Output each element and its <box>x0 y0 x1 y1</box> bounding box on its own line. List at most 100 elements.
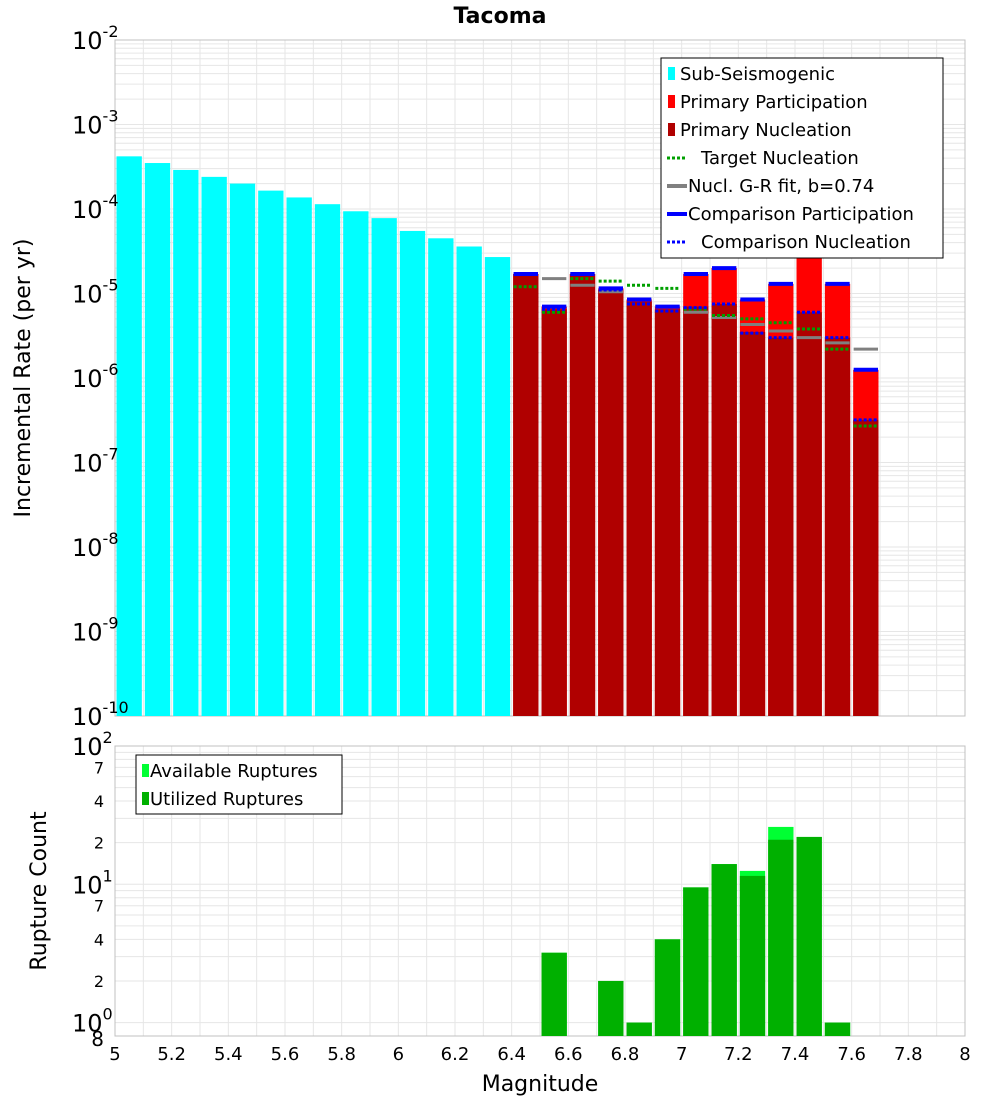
sub-seismogenic-bar <box>229 183 256 716</box>
utilized-ruptures-bar <box>683 887 709 1036</box>
top-y-tick-label: 10-6 <box>72 360 119 393</box>
primary-nucleation-bar <box>513 274 539 716</box>
top-bars <box>116 156 879 717</box>
x-tick-label: 7.4 <box>781 1044 810 1065</box>
primary-nucleation-bar <box>711 304 737 716</box>
legend-label: Target Nucleation <box>700 148 859 169</box>
legend-swatch <box>668 95 675 108</box>
primary-nucleation-bar <box>739 332 766 716</box>
x-tick-label: 6.8 <box>611 1044 640 1065</box>
sub-seismogenic-bar <box>314 204 341 717</box>
x-tick-label: 6 <box>393 1044 404 1065</box>
primary-nucleation-bar <box>853 419 879 716</box>
sub-seismogenic-bar <box>116 156 142 716</box>
x-tick-label: 5.6 <box>271 1044 300 1065</box>
bottom-y-tick-label: 2 <box>94 972 104 991</box>
utilized-ruptures-bar <box>541 952 567 1036</box>
legend-swatch <box>142 792 149 805</box>
primary-nucleation-bar <box>824 337 851 716</box>
bottom-y-tick-label: 2 <box>94 834 104 853</box>
legend-label: Available Ruptures <box>150 761 318 782</box>
sub-seismogenic-bar <box>456 246 482 716</box>
x-axis-label: Magnitude <box>482 1072 599 1097</box>
top-y-tick-label: 10-7 <box>72 445 119 478</box>
legend-label: Comparison Nucleation <box>701 232 911 253</box>
top-y-tick-label: 10-5 <box>72 276 119 309</box>
utilized-ruptures-bar <box>598 980 624 1036</box>
x-tick-label: 7 <box>676 1044 687 1065</box>
top-gridlines <box>114 40 966 717</box>
top-line-marks <box>513 251 878 428</box>
x-tick-label: 7.8 <box>894 1044 923 1065</box>
top-y-axis-label: Incremental Rate (per yr) <box>11 239 36 518</box>
legend-swatch <box>668 123 675 136</box>
sub-seismogenic-bar <box>399 230 426 717</box>
x-tick-label: 6.4 <box>497 1044 526 1065</box>
top-y-tick-label: 10-9 <box>72 614 119 647</box>
legend-label: Sub-Seismogenic <box>680 64 835 85</box>
x-tick-label: 6.6 <box>554 1044 583 1065</box>
x-tick-label: 5.8 <box>327 1044 356 1065</box>
legend-label: Nucl. G-R fit, b=0.74 <box>688 176 874 197</box>
primary-nucleation-bar <box>598 290 624 716</box>
top-y-tick-labels: 10-10 10-9 10-8 10-7 10-6 10-5 10-4 10-3 10-2 <box>72 22 129 731</box>
top-legend-box <box>660 57 944 259</box>
top-y-tick-label: 10-4 <box>72 191 119 224</box>
bottom-y-tick-label: 100 <box>72 1005 113 1038</box>
bottom-y-tick-label: 4 <box>94 792 104 811</box>
sub-seismogenic-bar <box>484 257 511 716</box>
top-legend: Sub-Seismogenic Primary Participation Prim… <box>660 57 944 259</box>
bottom-bars <box>541 826 851 1036</box>
primary-nucleation-bar <box>626 301 652 716</box>
top-y-tick-label: 10-8 <box>72 529 119 562</box>
sub-seismogenic-bar <box>258 190 284 716</box>
primary-nucleation-bar <box>541 309 567 716</box>
top-plot-frame <box>114 39 966 717</box>
sub-seismogenic-bar <box>343 211 369 716</box>
legend-label: Utilized Ruptures <box>150 789 303 810</box>
bottom-plot-frame <box>114 745 966 1037</box>
primary-nucleation-bar <box>683 306 709 716</box>
bottom-y-tick-label: 7 <box>94 758 104 777</box>
legend-swatch <box>668 67 675 80</box>
bottom-y-tick-label: 7 <box>94 897 104 916</box>
bottom-y-tick-label: 102 <box>72 728 113 761</box>
utilized-ruptures-bar <box>768 839 794 1036</box>
bottom-y-tick-label: 4 <box>94 930 104 949</box>
top-y-tick-label: 10-2 <box>72 22 119 55</box>
bottom-y-axis-label: Rupture Count <box>27 811 52 971</box>
sub-seismogenic-bar <box>144 163 171 716</box>
sub-seismogenic-bar <box>371 218 397 716</box>
utilized-ruptures-bar <box>796 836 822 1036</box>
x-tick-label: 7.6 <box>837 1044 866 1065</box>
utilized-ruptures-bar <box>626 1022 652 1036</box>
bottom-y-tick-label: 8 <box>91 1027 104 1051</box>
x-tick-label: 7.2 <box>724 1044 753 1065</box>
primary-nucleation-bar <box>768 337 794 716</box>
utilized-ruptures-bar <box>654 939 681 1036</box>
primary-nucleation-bar <box>654 309 681 716</box>
sub-seismogenic-bar <box>201 176 227 717</box>
chart-title: Tacoma <box>454 4 547 29</box>
x-tick-label: 5 <box>109 1044 120 1065</box>
sub-seismogenic-bar <box>173 169 199 716</box>
x-tick-label: 8 <box>959 1044 970 1065</box>
sub-seismogenic-bar <box>286 197 312 716</box>
top-y-tick-label: 10-3 <box>72 107 119 140</box>
primary-nucleation-bar <box>796 312 822 716</box>
utilized-ruptures-bar <box>739 875 766 1036</box>
bottom-legend-box <box>135 754 343 815</box>
bottom-legend: Available Ruptures Utilized Ruptures <box>135 754 343 815</box>
sub-seismogenic-bar <box>428 238 454 717</box>
x-tick-label: 6.2 <box>441 1044 470 1065</box>
utilized-ruptures-bar <box>711 864 737 1036</box>
legend-label: Primary Participation <box>680 92 868 113</box>
legend-label: Primary Nucleation <box>680 120 852 141</box>
top-y-tick-label: 10-10 <box>72 698 129 731</box>
bottom-y-tick-label: 101 <box>72 866 113 899</box>
legend-swatch <box>142 764 149 777</box>
x-tick-labels: 5 5.2 5.4 5.6 5.8 6 6.2 6.4 6.6 6.8 7 7.2 7.4 7.6 7.8 8 <box>109 1044 970 1065</box>
x-tick-label: 5.4 <box>214 1044 243 1065</box>
